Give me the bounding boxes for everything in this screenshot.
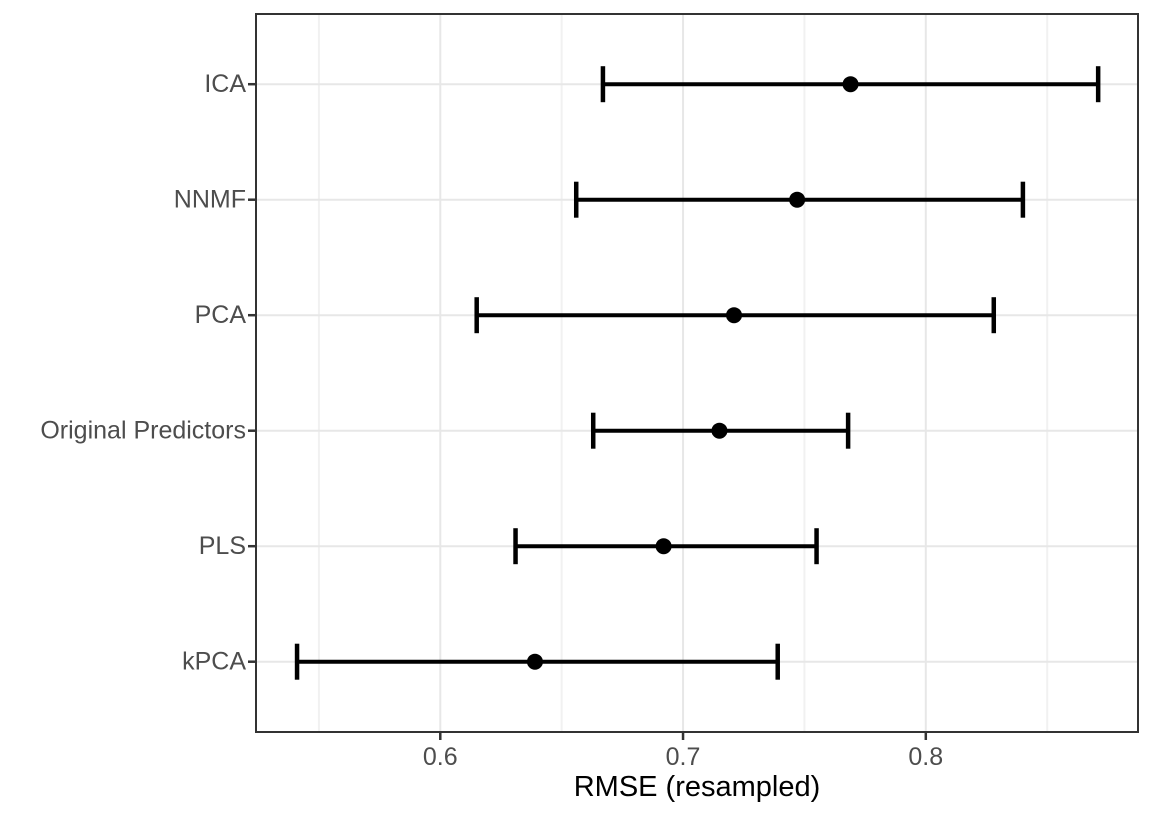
errorbar-original-predictors <box>590 412 851 449</box>
errorbar-ica <box>600 66 1101 103</box>
point-estimate <box>842 76 859 93</box>
errorbar-pca <box>474 297 997 334</box>
y-axis-label: NNMF <box>174 186 246 214</box>
x-tick-label: 0.6 <box>423 743 458 771</box>
error-bar-series <box>294 66 1101 680</box>
x-tick-label: 0.8 <box>908 743 943 771</box>
errorbar-pls <box>513 528 819 565</box>
point-estimate <box>726 307 743 324</box>
y-axis-label: Original Predictors <box>40 417 246 445</box>
point-estimate <box>655 538 672 555</box>
y-axis-label: ICA <box>204 70 246 98</box>
errorbar-kpca <box>294 643 780 680</box>
y-axis-label: PLS <box>199 532 246 560</box>
gridlines <box>257 15 1137 731</box>
point-estimate <box>789 191 806 208</box>
axes: 0.6 0.7 0.8 ICA NNMF PCA Original Predictors PL… <box>40 70 943 771</box>
x-axis-title: RMSE (resampled) <box>574 771 821 803</box>
point-estimate <box>711 422 728 439</box>
point-estimate <box>526 653 543 670</box>
panel-border <box>255 13 1139 733</box>
x-tick-label: 0.7 <box>666 743 701 771</box>
y-axis-label: PCA <box>195 301 247 329</box>
errorbar-nnmf <box>573 181 1026 218</box>
y-axis-label: kPCA <box>182 648 246 676</box>
